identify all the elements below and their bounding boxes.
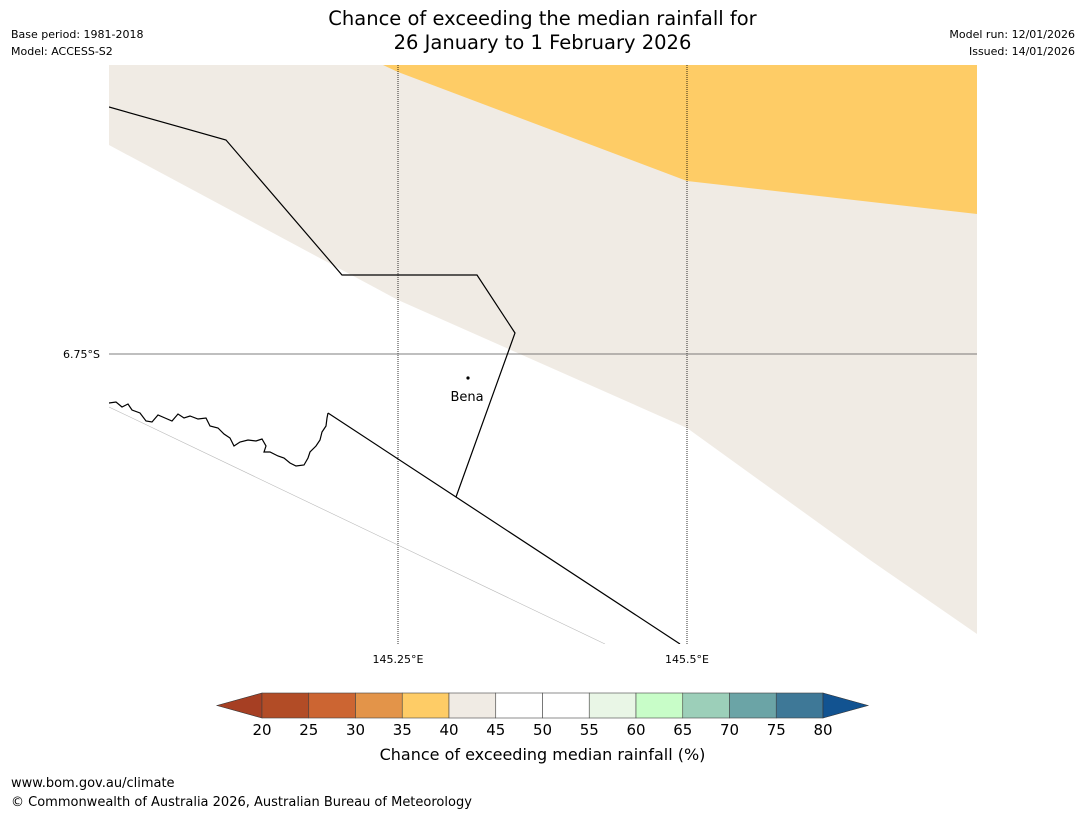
title-line-1: Chance of exceeding the median rainfall … xyxy=(328,7,757,30)
colorbar-title: Chance of exceeding median rainfall (%) xyxy=(379,745,706,764)
website-text: www.bom.gov.au/climate xyxy=(11,776,175,791)
colorbar-box-25-30 xyxy=(308,692,356,719)
issued-date-text: Issued: 14/01/2026 xyxy=(968,45,1075,58)
colorbar-tick-label-55: 55 xyxy=(580,721,599,739)
base-period-text: Base period: 1981-2018 xyxy=(11,28,144,41)
colorbar-box-55-60 xyxy=(588,692,637,719)
forecast-map: Bena 6.75°S 145.25°E 145.5°E xyxy=(63,65,977,666)
district-boundary-north xyxy=(109,106,516,498)
colorbar-tick-label-35: 35 xyxy=(393,721,412,739)
colorbar-box-75-80 xyxy=(775,692,824,719)
map-title: Chance of exceeding the median rainfall … xyxy=(0,7,1085,55)
model-name-text: Model: ACCESS-S2 xyxy=(11,45,113,58)
district-boundary-south xyxy=(327,412,681,644)
model-info: Base period: 1981-2018 Model: ACCESS-S2 xyxy=(11,26,143,60)
colorbar-box-35-40 xyxy=(401,692,450,719)
colorbar-tick-label-70: 70 xyxy=(720,721,739,739)
colorbar-tick-label-20: 20 xyxy=(252,721,271,739)
longitude-label-145-25: 145.25°E xyxy=(373,653,424,666)
colorbar-ticks: 20 25 30 35 40 45 50 55 60 65 70 75 80 xyxy=(252,721,832,739)
thin-coast-line xyxy=(109,406,606,644)
colorbar-under-arrow xyxy=(215,692,263,719)
probability-35-40-region xyxy=(383,65,977,214)
colorbar-tick-label-60: 60 xyxy=(626,721,645,739)
copyright-text: © Commonwealth of Australia 2026, Austra… xyxy=(11,795,472,810)
model-run-text: Model run: 12/01/2026 xyxy=(949,28,1075,41)
colorbar-tick-label-75: 75 xyxy=(767,721,786,739)
colorbar-tick-label-25: 25 xyxy=(299,721,318,739)
colorbar-box-20-25 xyxy=(261,692,310,719)
footer: www.bom.gov.au/climate © Commonwealth of… xyxy=(11,774,472,812)
colorbar-tick-label-65: 65 xyxy=(673,721,692,739)
colorbar-over-arrow xyxy=(822,692,870,719)
longitude-label-145-5: 145.5°E xyxy=(665,653,709,666)
colorbar-tick-label-50: 50 xyxy=(533,721,552,739)
latitude-label: 6.75°S xyxy=(63,348,100,361)
coastline-river xyxy=(109,401,329,467)
run-info: Model run: 12/01/2026 Issued: 14/01/2026 xyxy=(949,26,1075,60)
colorbar-box-50-55 xyxy=(542,692,590,719)
colorbar-tick-label-45: 45 xyxy=(486,721,505,739)
bena-label: Bena xyxy=(450,390,483,405)
colorbar-box-65-70 xyxy=(682,692,730,719)
colorbar-box-30-35 xyxy=(355,692,403,719)
colorbar-tick-label-30: 30 xyxy=(346,721,365,739)
bena-location-marker xyxy=(466,376,470,380)
title-line-2: 26 January to 1 February 2026 xyxy=(393,31,692,54)
colorbar-tick-label-40: 40 xyxy=(439,721,458,739)
colorbar-tick-label-80: 80 xyxy=(813,721,832,739)
colorbar-boxes xyxy=(215,692,870,719)
probability-40-45-region xyxy=(109,65,977,634)
colorbar-box-40-45 xyxy=(448,692,497,719)
colorbar-box-60-65 xyxy=(635,692,684,719)
colorbar: 20 25 30 35 40 45 50 55 60 65 70 75 80 xyxy=(215,692,870,739)
colorbar-box-70-75 xyxy=(729,692,777,719)
colorbar-box-45-50 xyxy=(495,692,543,719)
